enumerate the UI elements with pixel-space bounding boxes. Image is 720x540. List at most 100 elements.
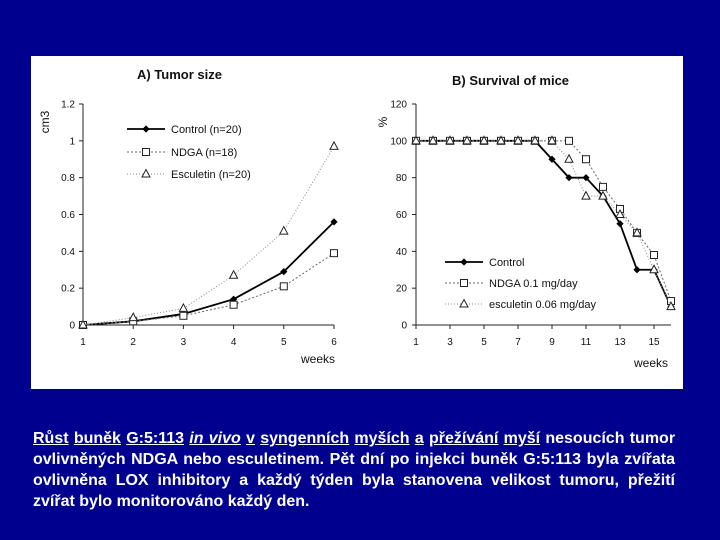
chart-b-y-tick-label: 20 [396, 284, 408, 295]
chart-b-data-point [565, 174, 573, 182]
chart-b-y-tick-label: 40 [396, 247, 408, 258]
chart-b-ylabel: % [376, 116, 390, 127]
chart-a-x-tick-label: 1 [80, 337, 86, 348]
chart-b-data-point [428, 135, 438, 145]
chart-b-data-point [650, 251, 658, 260]
chart-a-data-point [330, 218, 338, 226]
chart-a-data-point [229, 300, 238, 309]
caption-word: myších [354, 430, 410, 447]
chart-a-y-tick-label: 0.2 [61, 284, 75, 295]
chart-a-x-tick-label: 6 [331, 337, 337, 348]
chart-a-series-line [82, 252, 335, 326]
chart-b-y-tick-label: 100 [390, 136, 407, 147]
chart-a-y-tick-label: 1.2 [61, 100, 75, 111]
caption-word: myší [503, 430, 541, 447]
chart-b-data-point [598, 190, 608, 200]
caption-word: buněk [73, 430, 121, 447]
chart-a-legend-marker [142, 148, 150, 156]
chart-b-x-tick-label: 7 [515, 337, 521, 348]
chart-b-data-point [479, 135, 489, 145]
chart-b-data-point [445, 135, 455, 145]
chart-b-data-point [649, 264, 659, 274]
chart-b-y-tick-label: 60 [396, 210, 408, 221]
caption-text: nesoucích tumor ovlivněných NDGA nebo es… [33, 430, 676, 510]
chart-b-x-tick-label: 11 [581, 337, 592, 348]
chart-a-legend-label: NDGA (n=18) [171, 147, 237, 159]
chart-b-data-point [616, 220, 624, 228]
chart-a-xlabel: weeks [300, 352, 335, 366]
chart-a-data-point [330, 249, 338, 258]
chart-a-title: A) Tumor size [137, 67, 222, 82]
chart-b-data-point [582, 174, 590, 182]
chart-b-title: B) Survival of mice [452, 73, 569, 88]
chart-b-data-point [632, 227, 642, 237]
chart-a-ylabel: cm3 [38, 110, 52, 133]
chart-a-legend-marker [141, 168, 151, 178]
chart-a-data-point [78, 319, 88, 329]
chart-a-x-tick-label: 2 [130, 337, 136, 348]
chart-b-series-line [416, 140, 672, 302]
chart-b-x-tick-label: 9 [549, 337, 555, 348]
chart-b-legend-marker [459, 298, 469, 308]
chart-b-x-tick-label: 3 [447, 337, 453, 348]
chart-b-legend-marker [460, 279, 468, 287]
chart-a-legend-marker [142, 125, 150, 133]
chart-a-data-point [329, 140, 339, 150]
chart-b-legend-label: esculetin 0.06 mg/day [489, 299, 597, 311]
chart-b-data-point [565, 136, 573, 145]
chart-b-data-point [582, 155, 590, 164]
chart-b-x-tick-label: 15 [648, 337, 660, 348]
chart-b-data-point [411, 135, 421, 145]
chart-b-legend-marker [460, 258, 468, 266]
figure-panel: A) Tumor size cm3 weeks B) Survival of m… [31, 56, 683, 389]
chart-b-data-point [666, 301, 676, 311]
chart-a-x-tick-label: 4 [231, 337, 237, 348]
figure-svg: A) Tumor size cm3 weeks B) Survival of m… [38, 67, 676, 370]
chart-b-y-tick-label: 0 [401, 321, 407, 332]
chart-a-y-tick-label: 0.4 [61, 247, 75, 258]
chart-b-x-tick-label: 5 [481, 337, 487, 348]
chart-a-series-line [82, 221, 335, 326]
chart-a-data-point [228, 269, 239, 279]
chart-b-legend-label: NDGA 0.1 mg/day [489, 278, 578, 290]
chart-b-data-point [462, 135, 472, 145]
chart-a-data-point [278, 225, 289, 235]
chart-a-data-point [179, 311, 188, 320]
chart-b-data-point [548, 155, 556, 163]
figure-caption: Růst buněk G:5:113 in vivo v syngenních … [33, 428, 675, 512]
caption-word: in vivo [189, 430, 241, 447]
chart-b-legend-label: Control [489, 257, 524, 269]
chart-b-data-point [599, 182, 607, 191]
chart-b-xlabel: weeks [633, 356, 668, 370]
chart-b-x-tick-label: 13 [614, 337, 626, 348]
caption-word: přežívání [428, 430, 499, 447]
chart-b-data-point [564, 153, 574, 163]
chart-a-x-tick-label: 3 [181, 337, 187, 348]
chart-a-y-tick-label: 0.6 [61, 210, 75, 221]
chart-a-data-point [178, 302, 189, 312]
chart-b-y-tick-label: 80 [396, 173, 408, 184]
caption-word: v [246, 430, 255, 447]
chart-a-legend-label: Control (n=20) [171, 124, 242, 136]
chart-a-series-line [82, 146, 335, 326]
chart-a-y-tick-label: 1 [69, 136, 75, 147]
caption-word: syngenních [260, 430, 350, 447]
chart-a-data-point [128, 312, 139, 322]
chart-b-y-tick-label: 120 [390, 100, 407, 111]
chart-a-data-point [279, 282, 288, 291]
caption-word: Růst [33, 430, 69, 447]
chart-b-data-point [547, 135, 557, 145]
chart-b-data-point [513, 135, 523, 145]
chart-b-series-line [416, 140, 672, 307]
chart-a-x-tick-label: 5 [281, 337, 287, 348]
chart-b-data-point [581, 190, 591, 200]
chart-b-x-tick-label: 1 [413, 337, 419, 348]
caption-word: G:5:113 [126, 430, 185, 447]
caption-word: a [414, 430, 424, 447]
chart-b-data-point [530, 135, 540, 145]
chart-b-data-point [633, 266, 641, 274]
chart-a-data-point [280, 267, 288, 276]
chart-a-legend-label: Esculetin (n=20) [171, 169, 251, 181]
chart-b-data-point [615, 208, 625, 218]
chart-b-data-point [496, 135, 506, 145]
